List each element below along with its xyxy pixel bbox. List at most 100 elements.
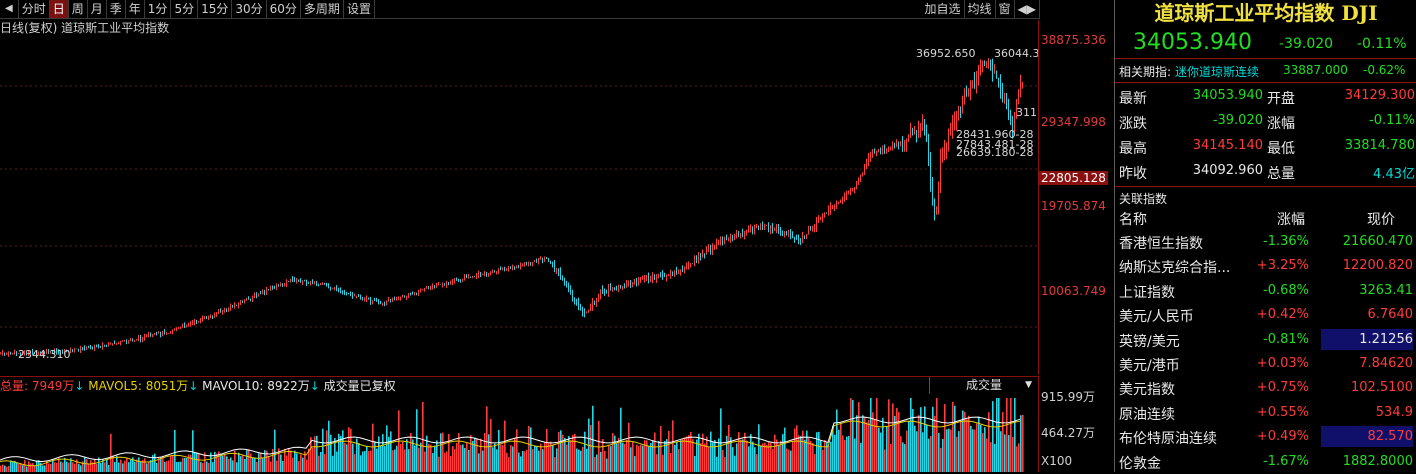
volume-bar [128, 462, 130, 472]
volume-bar [876, 398, 878, 472]
volume-bar [768, 441, 770, 472]
index-row[interactable]: 布伦特原油连续 +0.49% 82.570 [1115, 425, 1416, 449]
toolbar-button[interactable]: 均线 [965, 0, 996, 18]
volume-bar [908, 421, 910, 472]
low-label-2: 27843.481-28 [956, 138, 1034, 151]
stat-value: 33814.780 [1344, 138, 1415, 153]
volume-bar [906, 430, 908, 472]
volume-bar [736, 443, 738, 472]
volume-bar [918, 415, 920, 472]
tab-period[interactable]: 30分 [232, 0, 267, 18]
volume-bar [438, 456, 440, 472]
volume-bar [230, 457, 232, 472]
index-row[interactable]: 美元指数 +0.75% 102.5100 [1115, 376, 1416, 400]
volume-bar [60, 461, 62, 472]
index-row[interactable]: 美元/港币 +0.03% 7.84620 [1115, 352, 1416, 376]
tab-period[interactable]: 1分 [145, 0, 172, 18]
stat-label: 开盘 [1267, 91, 1295, 107]
volume-chart[interactable] [0, 394, 1038, 472]
volume-bar [740, 439, 742, 472]
volume-bar [652, 440, 654, 472]
tab-period[interactable]: 月 [88, 0, 107, 18]
right-cut-label: 311 [1016, 106, 1037, 119]
volume-bar [526, 449, 528, 472]
index-row[interactable]: 上证指数 -0.68% 3263.41 [1115, 279, 1416, 303]
volume-bar [970, 425, 972, 472]
index-price: 21660.470 [1342, 234, 1413, 249]
volume-bar [742, 439, 744, 472]
stat-value: -39.020 [1212, 113, 1263, 128]
volume-bar [404, 449, 406, 472]
volume-bar [814, 453, 816, 472]
volume-bar [636, 444, 638, 472]
tab-period[interactable]: 设置 [344, 0, 375, 18]
volume-bar [936, 398, 938, 472]
index-row[interactable]: 纳斯达克综合指... +3.25% 12200.820 [1115, 254, 1416, 278]
volume-bar [692, 439, 694, 472]
volume-bar [784, 427, 786, 472]
volume-bar [218, 451, 220, 472]
volume-bar [12, 461, 14, 472]
tab-period[interactable]: 季 [107, 0, 126, 18]
volume-bar [974, 429, 976, 472]
volume-bar [858, 402, 860, 472]
volume-bar [684, 437, 686, 472]
volume-bar [186, 457, 188, 472]
tab-period[interactable]: 15分 [198, 0, 233, 18]
volume-bar [522, 450, 524, 472]
volume-bar [618, 437, 620, 472]
tab-period[interactable]: 分时 [19, 0, 50, 18]
toolbar-button[interactable]: 加自选 [921, 0, 965, 18]
index-pct: +0.75% [1256, 380, 1309, 396]
volume-bar [220, 453, 222, 472]
volume-bar [432, 453, 434, 472]
index-row[interactable]: 香港恒生指数 -1.36% 21660.470 [1115, 230, 1416, 254]
toolbar-button[interactable]: ◀▶ [1015, 0, 1040, 18]
volume-bar [520, 456, 522, 472]
volume-bar [238, 452, 240, 472]
tab-period[interactable]: 多周期 [301, 0, 344, 18]
volume-bar [276, 460, 278, 472]
volume-bar [210, 452, 212, 472]
index-row[interactable]: 伦敦金 -1.67% 1882.8000 [1115, 450, 1416, 474]
volume-bar [504, 420, 506, 472]
volume-bar [466, 443, 468, 472]
volume-bar [1008, 434, 1010, 472]
volume-bar [778, 445, 780, 472]
volume-bar [206, 461, 208, 472]
tab-period[interactable]: 60分 [267, 0, 301, 18]
volume-bar [260, 453, 262, 472]
volume-bar [226, 456, 228, 472]
volume-bar [2, 464, 4, 472]
candlestick-chart[interactable] [0, 36, 1038, 375]
volume-bar [964, 411, 966, 472]
indicator-select[interactable]: 成交量 ▼ [929, 377, 1038, 394]
play-prev-icon[interactable]: ◀ [0, 0, 19, 18]
period-toolbar: ◀ 分时日周月季年 1分 5分 15分 30分 60分 多周期 设置 加自选 均线窗 ◀▶ [0, 0, 1040, 19]
tab-period[interactable]: 日 [49, 0, 69, 18]
volume-bar [674, 444, 676, 472]
volume-bar [890, 444, 892, 472]
volume-bar [256, 461, 258, 472]
tab-period[interactable]: 年 [126, 0, 145, 18]
index-row[interactable]: 英镑/美元 -0.81% 1.21256 [1115, 328, 1416, 352]
volume-bar [148, 461, 150, 472]
index-row[interactable]: 美元/人民币 +0.42% 6.7640 [1115, 303, 1416, 327]
volume-bar [686, 436, 688, 472]
price-tick: 19705.874 [1041, 199, 1106, 213]
tab-period[interactable]: 周 [69, 0, 88, 18]
volume-bar [808, 438, 810, 472]
volume-bar [554, 457, 556, 472]
volume-bar [756, 454, 758, 472]
volume-bar [316, 435, 318, 472]
related-future[interactable]: 相关期指: 迷你道琼斯连续 33887.000 -0.62% [1115, 60, 1416, 80]
volume-bar [284, 448, 286, 472]
toolbar-button[interactable]: 窗 [996, 0, 1015, 18]
volume-note: 成交量已复权 [323, 379, 396, 393]
volume-bar [506, 452, 508, 472]
indicator-select-value: 成交量 [965, 378, 1002, 392]
volume-bar [272, 448, 274, 472]
tab-period[interactable]: 5分 [171, 0, 199, 18]
index-row[interactable]: 原油连续 +0.55% 534.9 [1115, 401, 1416, 425]
volume-bar [72, 462, 74, 472]
